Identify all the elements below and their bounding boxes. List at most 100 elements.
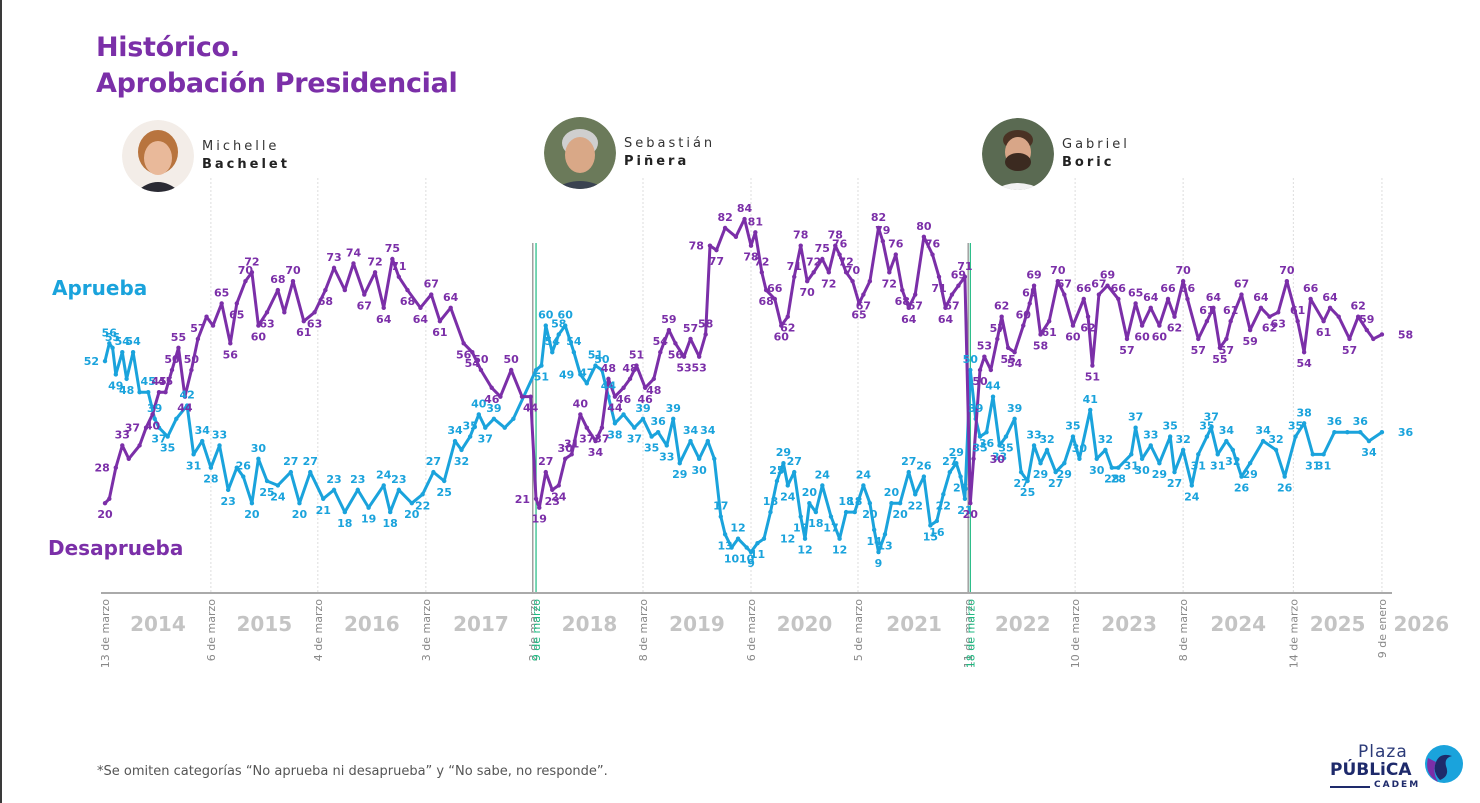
- data-label: 30: [1134, 464, 1150, 477]
- data-point: [949, 292, 955, 297]
- data-point: [256, 323, 261, 328]
- data-point: [999, 314, 1004, 319]
- data-point: [1088, 407, 1093, 413]
- data-label: 60: [1134, 331, 1150, 344]
- x-tick-label: 14 de marzo: [1287, 599, 1300, 668]
- data-label: 31: [186, 459, 201, 472]
- data-point: [264, 478, 270, 484]
- data-point: [163, 390, 168, 395]
- data-point: [182, 394, 188, 399]
- data-point: [1021, 323, 1026, 328]
- data-label: 36: [1327, 415, 1343, 428]
- data-label: 12: [797, 544, 812, 557]
- data-label: 31: [564, 437, 579, 450]
- data-label: 60: [1016, 309, 1032, 322]
- data-point: [275, 483, 281, 488]
- data-label: 61: [1316, 326, 1331, 339]
- data-label: 62: [1262, 322, 1277, 335]
- data-label: 63: [307, 317, 322, 330]
- data-label: 70: [285, 264, 301, 277]
- last-name: Boric: [1062, 155, 1115, 170]
- x-tick-label: 2 de marzo: [527, 599, 540, 661]
- data-label: 63: [259, 317, 274, 330]
- data-point: [707, 243, 713, 248]
- data-label: 56: [223, 348, 239, 361]
- data-label: 37: [125, 422, 140, 435]
- data-point: [971, 456, 976, 461]
- data-label: 67: [424, 278, 439, 291]
- data-point: [781, 461, 786, 466]
- data-point: [1165, 296, 1171, 302]
- data-point: [331, 265, 337, 271]
- data-label: 30: [558, 442, 574, 455]
- data-point: [1031, 443, 1037, 448]
- data-label: 62: [780, 322, 795, 335]
- data-point: [774, 478, 780, 484]
- data-label: 50: [594, 353, 610, 366]
- data-point: [748, 243, 754, 248]
- data-label: 27: [787, 455, 802, 468]
- year-label: 2017: [453, 612, 509, 636]
- x-tick-label: 10 de marzo: [1069, 599, 1082, 668]
- first-name: Michelle: [202, 139, 280, 154]
- data-label: 68: [318, 295, 333, 308]
- data-point: [208, 465, 214, 470]
- data-label: 56: [102, 326, 118, 339]
- data-point: [461, 341, 466, 346]
- data-label: 58: [551, 317, 566, 330]
- data-point: [571, 350, 577, 355]
- data-label: 57: [1219, 344, 1234, 357]
- data-label: 74: [346, 246, 362, 259]
- data-label: 78: [828, 229, 843, 242]
- data-point: [107, 496, 112, 501]
- data-point: [578, 412, 583, 417]
- data-point: [174, 416, 179, 422]
- data-label: 20: [292, 508, 308, 521]
- data-point: [1310, 452, 1315, 457]
- data-point: [705, 438, 711, 444]
- data-point: [954, 461, 959, 466]
- data-point: [362, 292, 367, 297]
- data-label: 29: [776, 446, 791, 459]
- title-line-1: Histórico.: [96, 32, 240, 63]
- year-label: 2016: [344, 612, 400, 636]
- data-label: 20: [963, 508, 979, 521]
- year-label: 2024: [1210, 612, 1266, 636]
- data-point: [1053, 469, 1058, 475]
- data-label: 46: [484, 393, 500, 406]
- data-label: 64: [413, 313, 429, 326]
- data-label: 64: [443, 291, 459, 304]
- data-label: 17: [823, 522, 838, 535]
- data-point: [491, 416, 497, 422]
- data-label: 58: [1398, 328, 1413, 341]
- data-point: [733, 234, 739, 239]
- data-point: [1228, 318, 1233, 324]
- data-point: [1070, 323, 1076, 328]
- data-point: [921, 474, 927, 479]
- data-label: 37: [478, 433, 493, 446]
- data-label: 72: [367, 255, 382, 268]
- data-point: [1129, 452, 1134, 457]
- data-point: [820, 483, 825, 488]
- data-label: 45: [151, 375, 166, 388]
- data-label: 50: [184, 353, 200, 366]
- data-label: 44: [985, 380, 1001, 393]
- data-label: 18: [337, 517, 352, 530]
- data-point: [578, 372, 583, 377]
- data-label: 64: [1322, 291, 1338, 304]
- data-point: [982, 354, 987, 359]
- data-point: [843, 270, 849, 275]
- data-label: 70: [1175, 264, 1191, 277]
- series-line-desaprueba: [103, 217, 1383, 510]
- data-point: [722, 532, 728, 537]
- data-point: [1133, 301, 1138, 306]
- data-label: 42: [179, 389, 194, 402]
- data-label: 36: [979, 437, 995, 450]
- data-label: 25: [1020, 486, 1035, 499]
- data-point: [826, 270, 832, 275]
- data-point: [1321, 318, 1326, 324]
- data-point: [539, 363, 544, 368]
- data-label: 60: [558, 309, 574, 322]
- data-label: 11: [750, 548, 765, 561]
